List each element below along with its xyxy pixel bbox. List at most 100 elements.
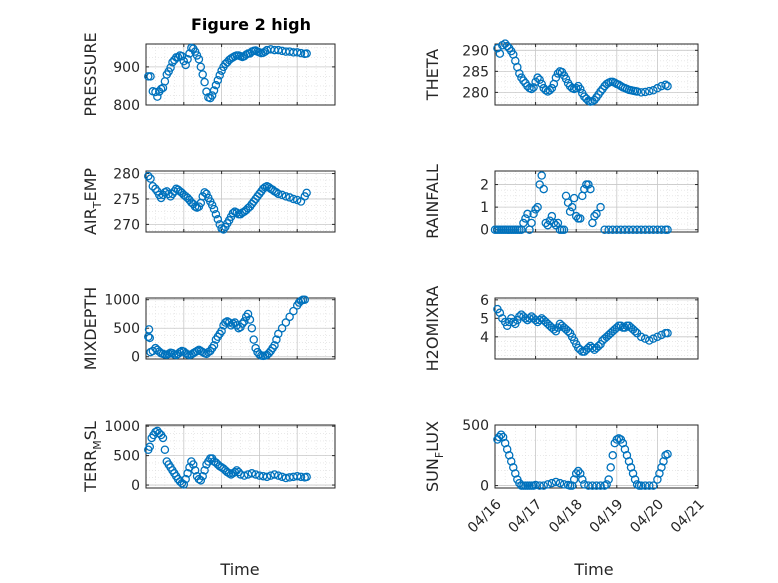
data-point: [302, 49, 311, 58]
data-point: [663, 81, 672, 91]
y-tick-label: 0: [131, 350, 140, 366]
y-axis-label: RAINFALL: [423, 164, 442, 239]
data-point: [202, 189, 211, 199]
data-point: [302, 188, 311, 198]
data-point: [175, 347, 185, 357]
y-tick-label: 500: [113, 449, 140, 465]
data-point: [247, 469, 257, 478]
x-axis-label: Time: [219, 560, 259, 579]
data-point: [523, 209, 532, 219]
data-point: [179, 480, 189, 489]
data-point: [663, 225, 672, 234]
data-point: [533, 73, 542, 82]
data-point: [636, 88, 646, 97]
subplot-6: 4 5 6 H2OMIXRA: [423, 286, 699, 372]
data-point: [608, 451, 617, 460]
data-point: [158, 433, 168, 443]
data-point: [151, 184, 160, 194]
figure-title: Figure 2 high: [191, 15, 311, 34]
y-axis-label: AIRTEMP: [81, 168, 104, 235]
data-point: [588, 481, 597, 490]
data-point: [181, 474, 190, 484]
y-axis-label: H2OMIXRA: [423, 286, 442, 372]
y-axis-label: MIXDEPTH: [81, 287, 100, 370]
axes-box: [494, 170, 699, 233]
data-point: [219, 225, 228, 234]
data-point: [620, 323, 630, 332]
axes-box: [494, 297, 699, 360]
axes-box: [145, 43, 336, 106]
data-point: [274, 471, 283, 480]
y-axis-label: TERRMSL: [81, 421, 104, 493]
data-point: [584, 180, 593, 189]
data-point: [555, 478, 565, 488]
data-point: [543, 480, 553, 489]
data-point: [632, 87, 642, 96]
data-point: [207, 200, 217, 210]
data-point: [567, 202, 577, 212]
data-point: [539, 481, 548, 490]
data-point: [200, 77, 209, 87]
y-tick-label: 280: [113, 167, 140, 183]
data-point: [277, 190, 287, 200]
data-point: [296, 296, 306, 306]
data-point: [640, 481, 650, 490]
data-point: [521, 214, 530, 223]
data-point: [209, 341, 219, 350]
axes-box: [145, 424, 336, 489]
data-point: [559, 225, 569, 234]
data-point: [183, 55, 192, 64]
data-point: [545, 216, 555, 225]
data-point: [166, 63, 175, 72]
data-point: [636, 481, 646, 490]
y-tick-label: 800: [113, 98, 140, 114]
data-point: [188, 460, 198, 469]
y-tick-label: 5: [480, 311, 489, 327]
data-point: [606, 463, 615, 472]
axes-box: [145, 170, 336, 233]
y-tick-label: 1000: [104, 293, 140, 309]
y-tick-label: 0: [480, 223, 489, 239]
data-point: [537, 171, 546, 180]
data-point: [525, 314, 534, 323]
data-point: [529, 209, 538, 219]
data-point: [146, 174, 155, 183]
data-point: [563, 327, 573, 336]
data-point: [238, 319, 247, 328]
data-point: [209, 204, 219, 214]
data-point: [596, 481, 605, 490]
y-tick-label: 0: [131, 478, 140, 494]
data-point: [608, 225, 617, 234]
data-point: [502, 41, 512, 51]
y-axis-label: SUNFLUX: [423, 421, 446, 492]
data-point: [653, 83, 662, 93]
data-point: [632, 225, 642, 234]
data-point: [531, 480, 540, 490]
data-point: [527, 84, 536, 94]
data-point: [153, 92, 162, 101]
data-point: [602, 480, 611, 489]
data-point: [663, 449, 672, 459]
data-point: [211, 80, 221, 90]
data-point: [537, 79, 546, 89]
data-point: [624, 225, 634, 234]
data-point: [653, 225, 662, 234]
subplot-3: 270 275 280 AIRTEMP: [81, 167, 336, 235]
data-point: [200, 466, 209, 475]
data-point: [148, 181, 158, 191]
data-point: [531, 315, 540, 325]
data-point: [515, 69, 524, 78]
data-point: [144, 325, 154, 334]
data-point: [300, 295, 310, 304]
data-point: [576, 84, 585, 94]
data-point: [148, 346, 158, 356]
data-point: [247, 323, 257, 333]
data-point: [586, 184, 595, 194]
y-tick-label: 270: [113, 217, 140, 233]
data-point: [561, 74, 571, 84]
data-point: [198, 70, 207, 79]
data-point: [580, 480, 589, 489]
data-point: [649, 225, 658, 234]
